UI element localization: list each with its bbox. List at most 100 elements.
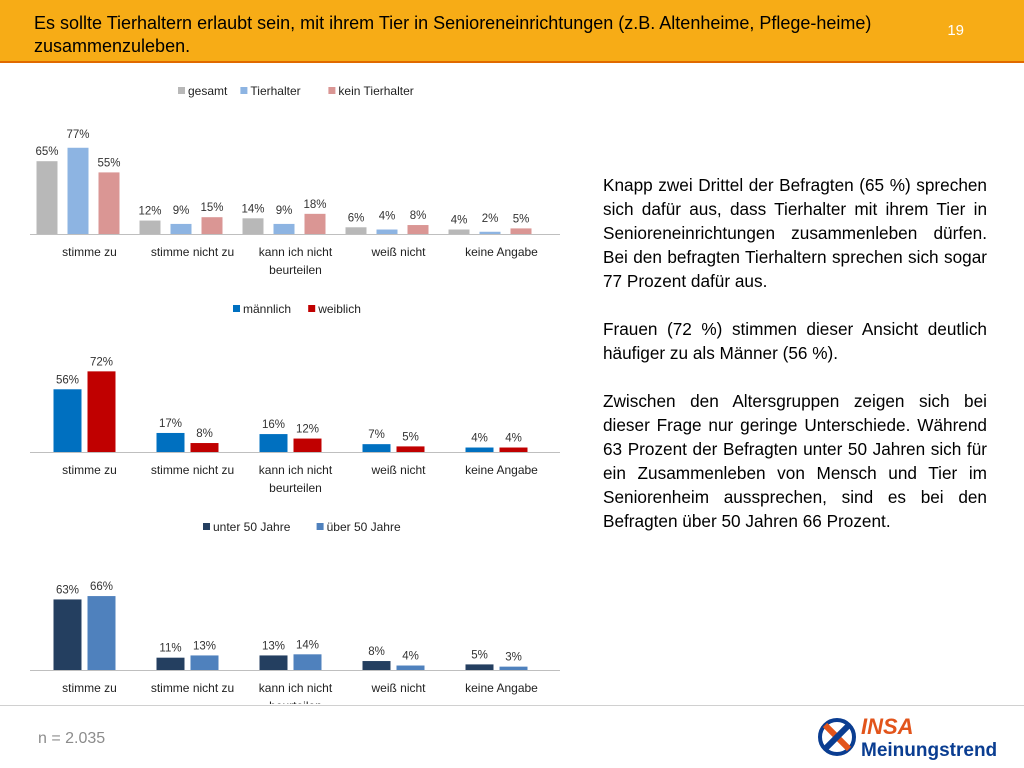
bar: [465, 664, 494, 670]
data-label: 56%: [56, 374, 79, 386]
data-label: 14%: [241, 203, 264, 215]
legend-label: Tierhalter: [250, 84, 300, 98]
paragraph-1: Knapp zwei Drittel der Befragten (65 %) …: [603, 175, 987, 291]
legend-label: gesamt: [188, 84, 228, 98]
bar: [407, 225, 429, 234]
bar: [190, 655, 219, 670]
bar: [259, 434, 288, 452]
data-label: 13%: [193, 640, 216, 652]
category-label: stimme zu: [62, 245, 117, 259]
data-label: 63%: [56, 584, 79, 596]
bar: [510, 228, 532, 234]
category-label: keine Angabe: [465, 245, 538, 259]
sample-size: n = 2.035: [38, 730, 106, 747]
bar: [36, 161, 58, 234]
category-label: stimme nicht zu: [151, 681, 234, 695]
data-label: 3%: [505, 652, 522, 664]
bar: [293, 438, 322, 452]
bar: [345, 227, 367, 234]
chart-gender-svg: männlich weiblich 56% 72% stimme zu 17% 8% stim…: [30, 302, 560, 495]
category-label: weiß nicht: [370, 681, 426, 695]
data-label: 12%: [138, 206, 161, 218]
explanation-text: Knapp zwei Drittel der Befragten (65 %) …: [603, 173, 987, 557]
data-label: 17%: [159, 418, 182, 430]
bar: [242, 218, 264, 234]
insa-logo: INSA Meinungstrend: [818, 714, 997, 761]
data-label: 5%: [513, 213, 530, 225]
chart-age: unter 50 Jahre über 50 Jahre 63% 66% stimme …: [30, 514, 570, 704]
bar: [87, 371, 116, 452]
data-label: 12%: [296, 424, 319, 436]
data-label: 18%: [303, 199, 326, 211]
category-label: beurteilen: [269, 699, 322, 704]
category-label: stimme zu: [62, 463, 117, 477]
legend-label: unter 50 Jahre: [213, 520, 291, 534]
category-label: beurteilen: [269, 481, 322, 495]
data-label: 14%: [296, 639, 319, 651]
bar: [190, 443, 219, 452]
bar: [53, 389, 82, 452]
bar: [98, 172, 120, 234]
data-label: 72%: [90, 356, 113, 368]
chart-age-svg: unter 50 Jahre über 50 Jahre 63% 66% stimme …: [30, 520, 560, 704]
category-label: stimme zu: [62, 681, 117, 695]
header-bar: Es sollte Tierhaltern erlaubt sein, mit …: [0, 0, 1024, 63]
data-label: 5%: [471, 649, 488, 661]
bar: [396, 665, 425, 670]
legend-swatch: [178, 87, 185, 94]
data-label: 6%: [348, 212, 365, 224]
data-label: 4%: [402, 651, 419, 663]
data-label: 5%: [402, 431, 419, 443]
data-label: 55%: [97, 157, 120, 169]
bar: [304, 213, 326, 234]
logo-insa-text: INSA: [861, 714, 914, 739]
data-label: 9%: [276, 205, 293, 217]
bar: [362, 444, 391, 452]
bar: [156, 657, 185, 670]
category-label: keine Angabe: [465, 681, 538, 695]
data-label: 15%: [200, 202, 223, 214]
bar: [170, 223, 192, 234]
bar: [67, 147, 89, 234]
bar: [53, 599, 82, 670]
bar: [499, 666, 528, 670]
category-label: stimme nicht zu: [151, 463, 234, 477]
category-label: kann ich nicht: [259, 245, 333, 259]
data-label: 2%: [482, 213, 499, 225]
data-label: 4%: [379, 211, 396, 223]
bar: [448, 229, 470, 234]
legend-swatch: [203, 523, 210, 530]
insa-x-icon: [818, 718, 856, 756]
legend-swatch: [316, 523, 324, 530]
bar: [259, 655, 288, 670]
logo-meinungstrend-text: Meinungstrend: [861, 740, 997, 761]
category-label: weiß nicht: [370, 463, 426, 477]
legend-swatch: [240, 87, 248, 94]
data-label: 11%: [159, 643, 181, 655]
page-number: 19: [947, 22, 964, 39]
legend-label: weiblich: [317, 302, 361, 316]
data-label: 8%: [196, 428, 213, 440]
bar: [139, 220, 161, 234]
category-label: beurteilen: [269, 263, 322, 277]
data-label: 7%: [368, 429, 385, 441]
bar: [396, 446, 425, 452]
category-label: kann ich nicht: [259, 463, 333, 477]
legend-label: über 50 Jahre: [327, 520, 401, 534]
category-label: keine Angabe: [465, 463, 538, 477]
paragraph-2: Frauen (72 %) stimmen dieser Ansicht deu…: [603, 319, 987, 363]
chart-overall: gesamt Tierhalter kein Tierhalter 65% 77% 55%…: [30, 78, 570, 283]
data-label: 4%: [471, 433, 488, 445]
category-label: stimme nicht zu: [151, 245, 234, 259]
bar: [479, 231, 501, 234]
legend-label: kein Tierhalter: [338, 84, 413, 98]
bar: [499, 447, 528, 452]
bar: [465, 447, 494, 452]
chart-overall-svg: gesamt Tierhalter kein Tierhalter 65% 77% 55%…: [30, 84, 560, 277]
data-label: 8%: [368, 646, 385, 658]
footer-divider: [0, 705, 1024, 706]
data-label: 65%: [35, 146, 58, 158]
chart-gender: männlich weiblich 56% 72% stimme zu 17% 8% stim…: [30, 296, 570, 501]
data-label: 77%: [66, 129, 89, 141]
bar: [376, 229, 398, 234]
